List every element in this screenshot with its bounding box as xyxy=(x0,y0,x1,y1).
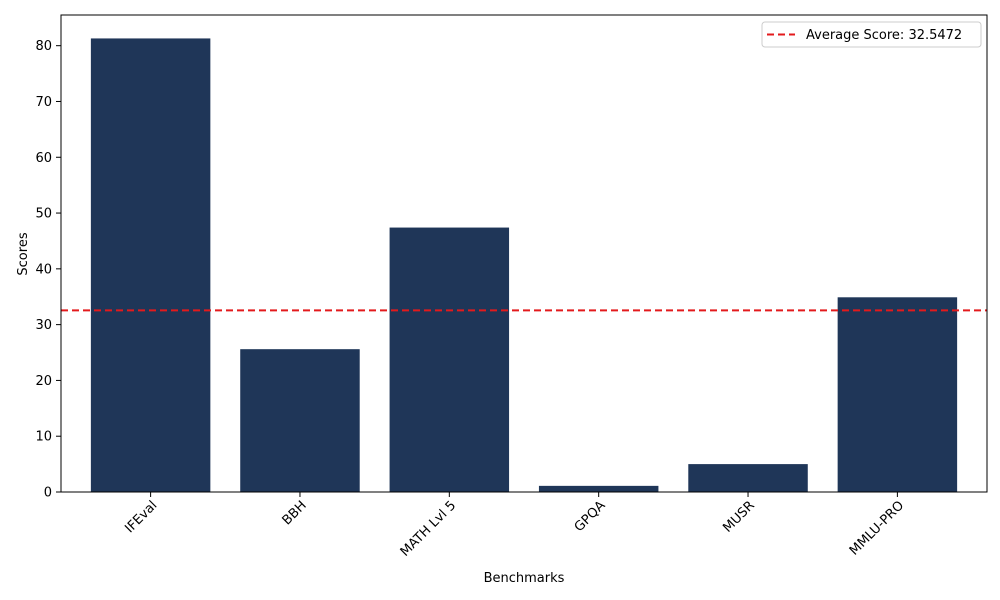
y-tick-label: 70 xyxy=(35,95,52,110)
axes-group xyxy=(60,14,988,493)
legend: Average Score: 32.5472 xyxy=(761,21,982,48)
x-tick-label: MUSR xyxy=(720,498,757,535)
bar-bbh xyxy=(240,349,360,492)
bar-gpqa xyxy=(538,485,659,492)
y-tick-label: 80 xyxy=(35,39,52,54)
y-tick-label: 40 xyxy=(35,262,52,277)
y-tick-label: 30 xyxy=(35,318,52,333)
x-tick-label: IFEval xyxy=(122,498,160,536)
legend-box xyxy=(761,21,982,48)
y-tick-label: 60 xyxy=(35,151,52,166)
y-ticks-group: 0 10 20 30 40 50 60 70 80 xyxy=(35,39,61,501)
bars-group xyxy=(90,38,958,492)
y-tick-label: 20 xyxy=(35,374,52,389)
plot-frame xyxy=(60,14,988,493)
legend-label: Average Score: 32.5472 xyxy=(806,28,962,43)
bar-math-lvl-5 xyxy=(389,227,510,492)
y-axis-title: Scores xyxy=(16,232,31,275)
y-tick-label: 0 xyxy=(44,486,52,501)
bar-musr xyxy=(688,464,808,492)
y-tick-label: 10 xyxy=(35,430,52,445)
x-axis-title: Benchmarks xyxy=(484,571,565,586)
bar-mmlu-pro xyxy=(837,297,958,492)
x-tick-label: BBH xyxy=(280,498,310,528)
x-ticks-group: IFEval BBH MATH Lvl 5 GPQA MUSR MMLU-PRO xyxy=(122,492,907,560)
x-tick-label: MMLU-PRO xyxy=(847,498,907,558)
x-tick-label: MATH Lvl 5 xyxy=(398,498,459,559)
x-tick-label: GPQA xyxy=(572,498,609,535)
bar-ifeval xyxy=(90,38,211,492)
y-tick-label: 50 xyxy=(35,207,52,222)
